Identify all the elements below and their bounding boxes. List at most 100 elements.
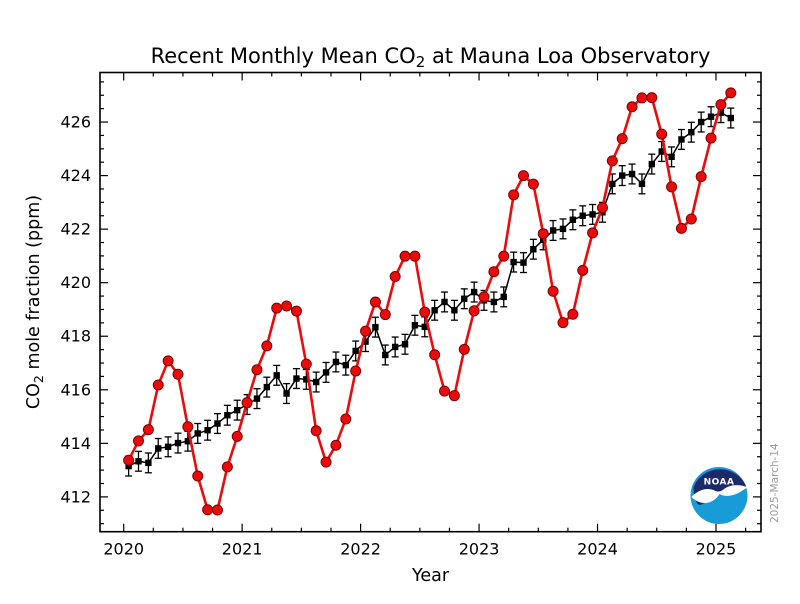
monthly-marker xyxy=(162,355,174,367)
trend-marker xyxy=(470,288,478,296)
trend-marker xyxy=(253,395,261,402)
y-tick-label: 414 xyxy=(60,434,91,453)
monthly-marker xyxy=(498,250,510,262)
monthly-marker xyxy=(211,504,223,516)
trend-marker xyxy=(678,136,685,143)
x-tick-label: 2022 xyxy=(340,540,381,559)
trend-marker xyxy=(293,375,300,382)
monthly-marker xyxy=(241,397,253,409)
monthly-marker xyxy=(350,365,362,377)
noaa-logo-text: NOAA xyxy=(704,478,735,488)
trend-marker xyxy=(727,114,734,122)
x-tick-label: 2024 xyxy=(577,540,618,559)
trend-marker xyxy=(273,372,280,379)
monthly-marker xyxy=(537,228,549,240)
monthly-marker xyxy=(379,309,391,321)
y-tick-label: 424 xyxy=(60,166,91,185)
monthly-marker xyxy=(596,202,608,214)
trend-marker xyxy=(579,212,586,219)
trend-series xyxy=(125,102,735,477)
trend-marker xyxy=(441,298,448,306)
monthly-marker xyxy=(448,390,460,402)
y-axis-label: CO2 mole fraction (ppm) xyxy=(24,195,46,409)
x-tick-label: 2023 xyxy=(459,540,500,559)
monthly-marker xyxy=(261,340,273,352)
monthly-marker xyxy=(646,92,658,104)
monthly-marker xyxy=(152,379,164,391)
trend-marker xyxy=(184,437,192,445)
trend-marker xyxy=(569,216,577,223)
titles: Recent Monthly Mean CO2 at Mauna Loa Obs… xyxy=(24,44,710,586)
trend-marker xyxy=(688,129,695,136)
trend-marker xyxy=(520,259,527,266)
monthly-marker xyxy=(290,305,302,317)
trend-marker xyxy=(164,443,172,451)
monthly-marker xyxy=(429,349,441,361)
monthly-marker xyxy=(527,178,539,190)
trend-marker xyxy=(155,445,162,452)
monthly-marker xyxy=(606,155,618,167)
monthly-marker xyxy=(123,454,135,466)
y-tick-label: 426 xyxy=(60,113,91,132)
trend-marker xyxy=(401,341,409,348)
date-stamp: 2025-March-14 xyxy=(769,443,781,523)
trend-marker xyxy=(619,172,626,179)
trend-marker xyxy=(648,160,656,168)
monthly-marker xyxy=(557,317,569,329)
trend-marker xyxy=(510,258,517,266)
monthly-marker xyxy=(142,424,154,436)
monthly-marker xyxy=(567,308,579,320)
monthly-marker xyxy=(132,435,144,447)
trend-marker xyxy=(312,378,320,386)
trend-marker xyxy=(194,430,201,437)
trend-marker xyxy=(451,307,458,314)
trend-marker xyxy=(411,322,419,329)
monthly-marker xyxy=(409,250,421,262)
trend-marker xyxy=(204,427,211,434)
monthly-marker xyxy=(192,470,204,482)
trend-marker xyxy=(214,420,221,427)
trend-marker xyxy=(342,361,350,369)
x-tick-label: 2020 xyxy=(103,540,144,559)
monthly-marker xyxy=(281,300,293,312)
trend-marker xyxy=(490,298,498,306)
monthly-marker xyxy=(666,181,678,193)
trend-marker xyxy=(559,225,567,233)
y-tick-label: 416 xyxy=(60,380,91,399)
monthly-marker xyxy=(399,250,411,262)
trend-marker xyxy=(668,153,675,161)
monthly-marker xyxy=(636,92,648,104)
monthly-marker xyxy=(221,461,233,473)
date-stamp-group: 2025-March-14 xyxy=(769,443,781,523)
trend-marker xyxy=(234,406,241,414)
monthly-marker xyxy=(488,266,500,278)
monthly-marker xyxy=(656,128,668,140)
monthly-marker xyxy=(547,285,559,297)
trend-marker xyxy=(125,462,132,470)
trend-marker xyxy=(303,376,310,383)
trend-marker xyxy=(224,412,231,419)
y-tick-label: 418 xyxy=(60,327,91,346)
trend-marker xyxy=(609,180,616,188)
monthly-marker xyxy=(360,325,372,337)
axes: 2020 2021 2022 2023 2024 2025 412 414 416 418 420 4… xyxy=(60,71,762,559)
monthly-marker xyxy=(172,368,184,380)
noaa-logo: NOAA xyxy=(690,467,748,524)
trend-marker xyxy=(658,148,665,155)
trend-marker xyxy=(628,170,636,178)
trend-marker xyxy=(174,439,182,447)
trend-marker xyxy=(549,227,557,234)
monthly-marker xyxy=(271,302,283,314)
trend-marker xyxy=(530,246,537,253)
trend-marker xyxy=(638,180,646,188)
monthly-marker xyxy=(675,222,687,234)
trend-marker xyxy=(697,118,705,126)
x-tick-label: 2021 xyxy=(222,540,263,559)
monthly-marker xyxy=(517,170,529,182)
monthly-marker xyxy=(478,291,490,303)
trend-marker xyxy=(283,390,290,397)
monthly-marker xyxy=(577,264,589,276)
trend-marker xyxy=(372,323,379,331)
monthly-marker xyxy=(458,343,470,355)
monthly-marker xyxy=(330,439,342,451)
